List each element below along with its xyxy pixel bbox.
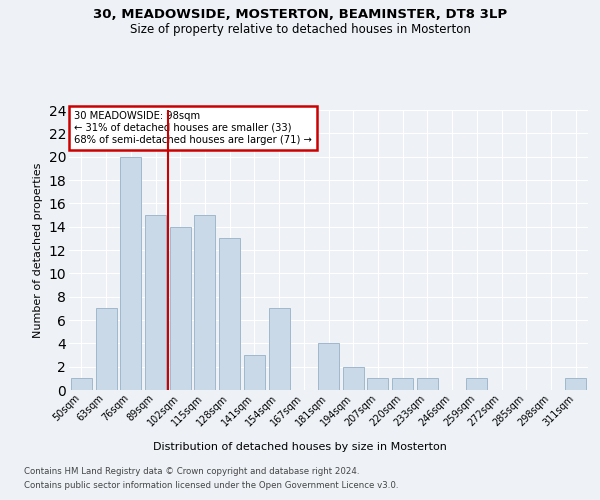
Text: Size of property relative to detached houses in Mosterton: Size of property relative to detached ho… [130,22,470,36]
Bar [120,156,141,390]
Bar [71,378,92,390]
Bar [466,378,487,390]
Bar [145,215,166,390]
Bar [565,378,586,390]
Bar [219,238,240,390]
Bar [392,378,413,390]
Bar [194,215,215,390]
Bar [343,366,364,390]
Text: 30 MEADOWSIDE: 98sqm
← 31% of detached houses are smaller (33)
68% of semi-detac: 30 MEADOWSIDE: 98sqm ← 31% of detached h… [74,112,312,144]
Text: Contains HM Land Registry data © Crown copyright and database right 2024.: Contains HM Land Registry data © Crown c… [24,468,359,476]
Bar [269,308,290,390]
Text: 30, MEADOWSIDE, MOSTERTON, BEAMINSTER, DT8 3LP: 30, MEADOWSIDE, MOSTERTON, BEAMINSTER, D… [93,8,507,20]
Bar [417,378,438,390]
Bar [244,355,265,390]
Bar [95,308,116,390]
Y-axis label: Number of detached properties: Number of detached properties [33,162,43,338]
Text: Contains public sector information licensed under the Open Government Licence v3: Contains public sector information licen… [24,481,398,490]
Bar [170,226,191,390]
Bar [367,378,388,390]
Text: Distribution of detached houses by size in Mosterton: Distribution of detached houses by size … [153,442,447,452]
Bar [318,344,339,390]
